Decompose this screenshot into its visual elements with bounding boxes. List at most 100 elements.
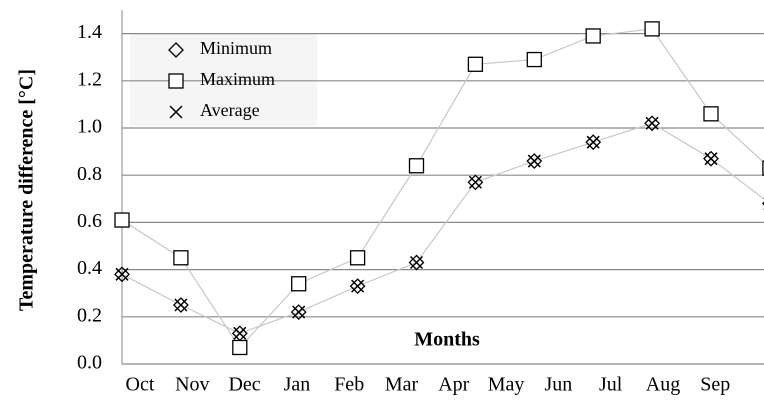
square-marker <box>762 160 764 176</box>
legend-marker <box>169 105 183 119</box>
data-point <box>644 21 660 37</box>
data-point <box>172 297 189 313</box>
data-point <box>408 254 425 271</box>
data-point <box>115 267 129 281</box>
diamond-marker <box>290 304 307 320</box>
y-tick-label: 1.2 <box>77 68 102 90</box>
diamond-marker <box>585 134 602 151</box>
diamond-marker <box>526 153 543 169</box>
square-marker <box>232 339 248 356</box>
data-point <box>585 28 601 44</box>
x-marker <box>292 305 306 319</box>
data-point <box>233 326 247 340</box>
x-marker <box>351 279 365 293</box>
y-tick-label: 1.0 <box>77 116 102 138</box>
x-tick-label: Feb <box>334 374 364 396</box>
diamond-marker <box>114 266 130 283</box>
legend-box <box>130 34 317 126</box>
data-point <box>174 298 188 312</box>
x-marker <box>174 298 188 312</box>
x-marker <box>645 116 659 130</box>
legend-marker <box>168 73 184 89</box>
square-marker <box>173 250 189 266</box>
square-marker <box>526 51 542 68</box>
x-tick-label: Sep <box>700 374 730 396</box>
data-point <box>703 150 719 167</box>
data-point <box>644 115 661 132</box>
legend-label: Average <box>200 100 260 120</box>
legend-label: Maximum <box>200 69 275 89</box>
legend-label: Minimum <box>200 38 272 58</box>
x-tick-label: Jul <box>599 374 623 396</box>
x-tick-label: Jan <box>284 374 311 396</box>
x-tick-label: Apr <box>438 374 469 396</box>
square-marker <box>168 73 184 89</box>
y-axis-label: Temperature difference [°C] <box>16 69 38 311</box>
data-point <box>704 152 718 166</box>
data-point <box>526 51 542 68</box>
data-point <box>291 276 307 292</box>
data-point <box>349 250 366 266</box>
x-marker <box>527 154 541 168</box>
series-line <box>121 28 764 349</box>
x-marker <box>409 255 424 270</box>
x-tick-label: Nov <box>175 374 209 396</box>
y-tick-label: 0.8 <box>77 163 102 185</box>
y-tick-label: 1.4 <box>77 21 102 43</box>
x-marker <box>704 152 718 166</box>
data-point <box>467 174 484 191</box>
x-tick-label: Aug <box>646 374 680 396</box>
data-point <box>585 134 602 151</box>
x-marker <box>468 175 482 189</box>
x-marker <box>169 105 183 119</box>
series-line <box>121 122 764 334</box>
diamond-marker <box>168 42 184 58</box>
data-point <box>703 106 719 122</box>
data-point <box>114 266 130 283</box>
square-marker <box>408 158 425 174</box>
x-tick-label: Jun <box>545 374 573 396</box>
data-point <box>114 212 130 228</box>
diamond-marker <box>644 115 661 132</box>
square-marker <box>349 250 366 266</box>
square-marker <box>644 21 660 37</box>
x-marker <box>233 326 247 340</box>
square-marker <box>585 28 601 44</box>
data-point <box>292 305 306 319</box>
square-marker <box>291 276 307 292</box>
data-point <box>351 279 365 293</box>
data-point <box>527 154 541 168</box>
data-point <box>526 153 543 169</box>
diamond-marker <box>408 254 425 271</box>
y-tick-label: 0.6 <box>77 210 102 232</box>
diamond-marker <box>703 150 719 167</box>
diamond-marker <box>349 278 366 295</box>
data-point <box>762 160 764 176</box>
data-point <box>467 56 484 72</box>
x-tick-label: Dec <box>228 374 260 396</box>
x-marker <box>586 135 600 149</box>
diamond-marker <box>467 174 484 191</box>
data-point <box>290 304 307 320</box>
x-tick-label: May <box>488 374 525 396</box>
legend-marker <box>168 42 184 58</box>
y-tick-label: 0.4 <box>77 257 102 279</box>
diamond-marker <box>172 297 189 313</box>
x-tick-label: Mar <box>385 374 419 396</box>
data-point <box>645 116 659 130</box>
square-marker <box>703 106 719 122</box>
data-point <box>349 278 366 295</box>
x-marker <box>115 267 129 281</box>
y-tick-label: 0.0 <box>77 352 102 374</box>
square-marker <box>114 212 130 228</box>
data-point <box>586 135 600 149</box>
data-point <box>409 255 424 270</box>
data-point <box>468 175 482 189</box>
y-tick-label: 0.2 <box>77 304 102 326</box>
annotation: Months <box>414 329 480 351</box>
square-marker <box>467 56 484 72</box>
x-tick-label: Oct <box>126 374 155 396</box>
data-point <box>408 158 425 174</box>
data-point <box>173 250 189 266</box>
